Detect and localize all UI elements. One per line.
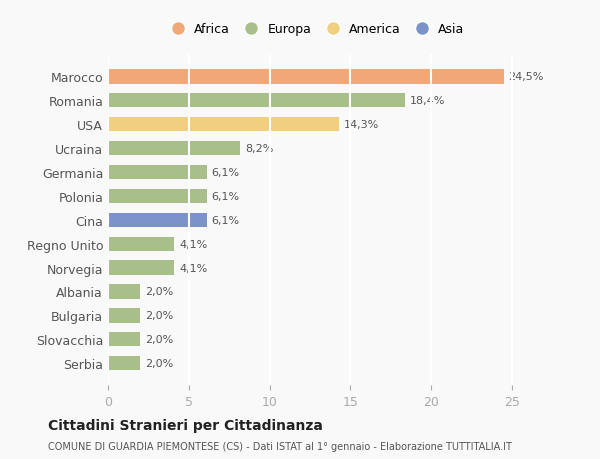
Bar	[108, 332, 140, 347]
Bar	[108, 356, 140, 370]
Text: 8,2%: 8,2%	[245, 144, 274, 154]
Bar	[108, 166, 206, 180]
Text: Cittadini Stranieri per Cittadinanza: Cittadini Stranieri per Cittadinanza	[48, 418, 323, 432]
Text: 6,1%: 6,1%	[211, 168, 239, 178]
Text: COMUNE DI GUARDIA PIEMONTESE (CS) - Dati ISTAT al 1° gennaio - Elaborazione TUTT: COMUNE DI GUARDIA PIEMONTESE (CS) - Dati…	[48, 441, 512, 451]
Bar	[108, 285, 140, 299]
Bar	[108, 94, 405, 108]
Bar	[108, 308, 140, 323]
Bar	[108, 142, 241, 156]
Text: 2,0%: 2,0%	[145, 358, 173, 369]
Bar	[108, 118, 339, 132]
Bar	[108, 237, 174, 252]
Text: 2,0%: 2,0%	[145, 311, 173, 321]
Text: 4,1%: 4,1%	[179, 263, 208, 273]
Text: 24,5%: 24,5%	[509, 72, 544, 82]
Text: 14,3%: 14,3%	[344, 120, 379, 130]
Text: 2,0%: 2,0%	[145, 335, 173, 345]
Text: 2,0%: 2,0%	[145, 287, 173, 297]
Bar	[108, 189, 206, 204]
Bar	[108, 70, 504, 84]
Bar	[108, 213, 206, 228]
Legend: Africa, Europa, America, Asia: Africa, Europa, America, Asia	[167, 18, 469, 41]
Text: 4,1%: 4,1%	[179, 239, 208, 249]
Bar	[108, 261, 174, 275]
Text: 6,1%: 6,1%	[211, 215, 239, 225]
Text: 6,1%: 6,1%	[211, 191, 239, 202]
Text: 18,4%: 18,4%	[410, 96, 445, 106]
